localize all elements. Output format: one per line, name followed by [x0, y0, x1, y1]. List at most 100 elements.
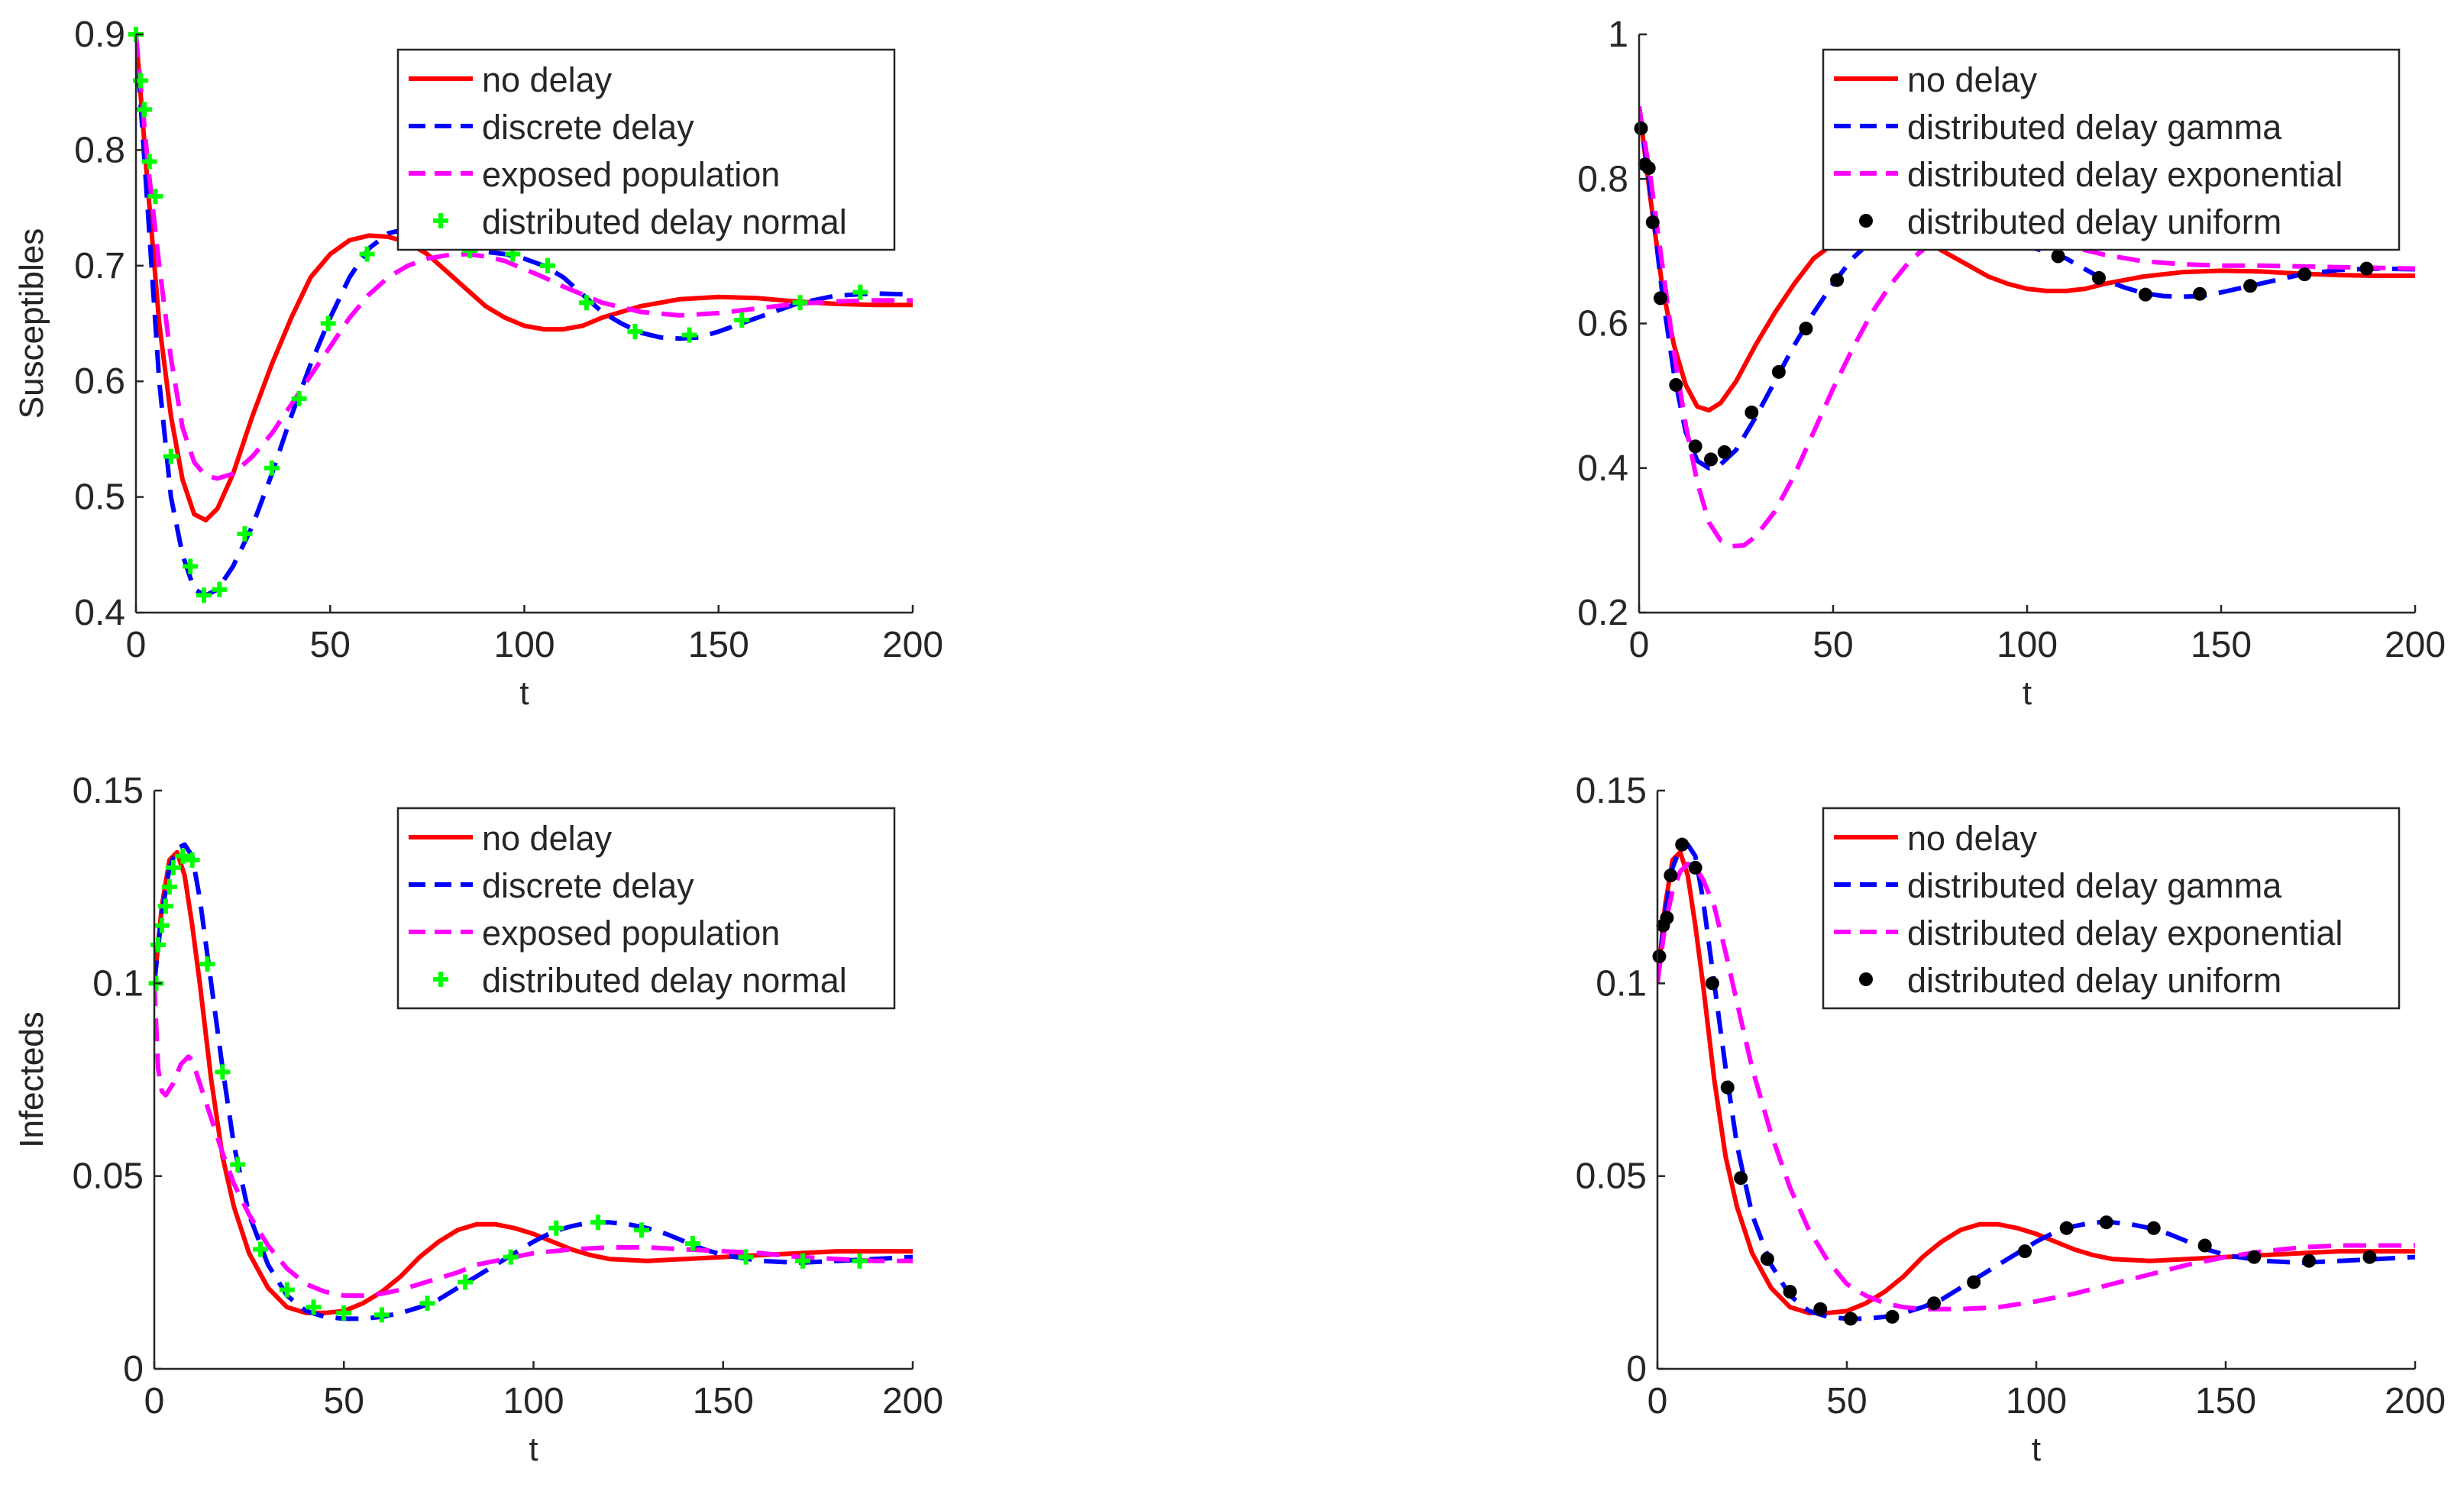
data-point: [548, 1220, 564, 1236]
x-axis-label: t: [2032, 1431, 2041, 1468]
data-point: [681, 327, 697, 343]
data-point: [852, 284, 868, 300]
legend-item: no delay: [1834, 819, 2038, 858]
data-point: [1669, 377, 1683, 392]
series-no-delay-line: [154, 849, 913, 1315]
legend-box: [396, 807, 896, 1010]
series-distributed-delay-uniform-markers: [1652, 837, 2377, 1326]
data-point: [196, 587, 212, 603]
legend-box: [1822, 48, 2401, 251]
data-point: [792, 295, 808, 311]
legend-swatch: [433, 972, 448, 987]
data-point: [184, 852, 200, 868]
y-axis-label: Infecteds: [13, 1011, 50, 1148]
legend-label: distributed delay gamma: [1907, 866, 2282, 905]
data-point: [1653, 291, 1667, 306]
x-tick-label: 200: [882, 625, 943, 665]
data-point: [419, 1296, 435, 1312]
data-point: [212, 581, 228, 597]
data-point: [2193, 286, 2207, 301]
x-tick-label: 150: [688, 625, 749, 665]
data-point: [279, 1282, 295, 1298]
data-point: [540, 257, 556, 273]
x-axis-label: t: [529, 1431, 538, 1468]
legend-swatch: [1859, 972, 1873, 986]
data-point: [165, 859, 181, 875]
data-point: [183, 558, 199, 574]
legend-label: discrete delay: [482, 866, 694, 905]
data-point: [1652, 949, 1667, 964]
data-point: [264, 460, 280, 476]
chart-panel-top-left: 0 50 100 150 200 0.4 0.5 0.6 0.7 0.8 0.9 t Susceptib…: [13, 15, 943, 712]
data-point: [141, 154, 157, 170]
x-tick-label: 50: [1826, 1381, 1867, 1422]
legend-item: distributed delay gamma: [1834, 108, 2282, 147]
data-point: [2243, 279, 2258, 293]
y-tick-label: 0.2: [1577, 593, 1628, 633]
y-tick-label: 0.05: [73, 1156, 144, 1197]
data-point: [1664, 869, 1678, 883]
legend-swatch: [433, 213, 448, 228]
data-point: [1830, 273, 1845, 287]
x-tick-label: 150: [2195, 1381, 2256, 1422]
legend-item: distributed delay normal: [433, 961, 847, 1000]
data-point: [2018, 1244, 2032, 1259]
legend-item: discrete delay: [409, 866, 694, 905]
data-point: [2051, 249, 2065, 264]
plot-area: [1657, 842, 2415, 1321]
legend-item: no delay: [409, 819, 613, 858]
x-tick-label: 0: [126, 625, 147, 665]
data-point: [503, 1249, 519, 1265]
legend-label: distributed delay uniform: [1907, 961, 2281, 1000]
legend-swatch: [1859, 214, 1873, 228]
y-tick-label: 0.6: [1577, 304, 1628, 345]
x-tick-label: 150: [693, 1381, 754, 1422]
data-point: [1705, 976, 1719, 991]
x-tick-label: 200: [2385, 625, 2446, 665]
y-tick-label: 0.1: [1596, 963, 1647, 1004]
x-tick-label: 50: [310, 625, 351, 665]
legend-item: discrete delay: [409, 108, 694, 147]
data-point: [2247, 1250, 2262, 1264]
series-exposed-population-line: [154, 983, 913, 1299]
data-point: [1745, 405, 1759, 419]
data-point: [738, 1249, 754, 1265]
data-point: [2091, 270, 2106, 285]
data-point: [1843, 1312, 1858, 1326]
legend-item: distributed delay uniform: [1859, 961, 2281, 1000]
data-point: [1760, 1252, 1774, 1266]
x-tick-label: 100: [1997, 625, 2058, 665]
data-point: [1734, 1171, 1748, 1186]
legend-label: distributed delay exponential: [1907, 155, 2343, 194]
y-tick-label: 0.8: [1577, 159, 1628, 199]
x-tick-label: 100: [2006, 1381, 2067, 1422]
data-point: [795, 1253, 811, 1269]
data-point: [1688, 860, 1702, 875]
legend-label: distributed delay gamma: [1907, 108, 2282, 147]
data-point: [237, 526, 253, 542]
legend-label: no delay: [482, 60, 613, 99]
legend-label: no delay: [1907, 819, 2038, 858]
plot-area: [154, 842, 913, 1321]
y-tick-label: 0.15: [73, 771, 144, 811]
y-tick-label: 0.05: [1576, 1156, 1647, 1197]
x-axis-label: t: [519, 674, 529, 712]
x-tick-label: 200: [2385, 1381, 2446, 1422]
x-tick-label: 100: [503, 1381, 564, 1422]
series-distributed-delay-exponential-line: [1657, 861, 2415, 1312]
legend: no delay discrete delay exposed population…: [396, 807, 896, 1010]
data-point: [1967, 1275, 1981, 1289]
data-point: [1927, 1296, 1942, 1311]
data-point: [1717, 445, 1732, 459]
x-tick-label: 50: [1812, 625, 1853, 665]
x-tick-label: 0: [1648, 1381, 1668, 1422]
series-distributed-delay-uniform-markers: [1634, 121, 2374, 467]
data-point: [154, 917, 170, 933]
series-distributed-delay-normal-markers: [128, 27, 868, 603]
data-point: [1720, 1080, 1735, 1095]
legend-item: distributed delay gamma: [1834, 866, 2282, 905]
data-point: [1813, 1302, 1828, 1316]
data-point: [147, 188, 163, 204]
data-point: [1783, 1285, 1797, 1299]
chart-panel-top-right: 0 50 100 150 200 0.2 0.4 0.6 0.8 1 t Susceptibles no…: [13, 15, 2446, 712]
